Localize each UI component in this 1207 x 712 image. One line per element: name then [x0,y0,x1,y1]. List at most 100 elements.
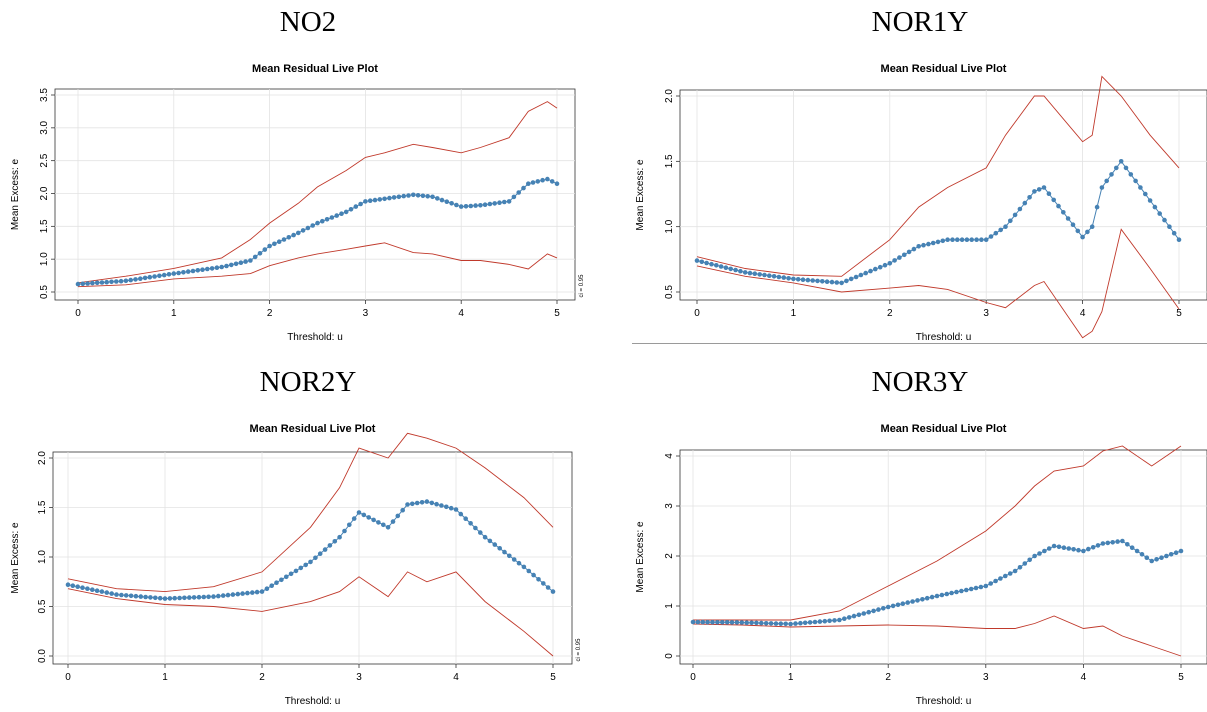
mean-excess-point [320,218,325,224]
x-tick-label: 1 [171,308,177,319]
plot-frame [679,449,1207,665]
mean-excess-point [142,275,148,281]
mean-excess-point [1076,547,1081,553]
mean-excess-point [229,262,234,268]
mean-excess-point [739,620,745,625]
mean-excess-point [410,501,415,507]
chart-nor3y: Mean Residual Live Plot 0 1 2 3 4 5 0 1 2 3 4 Thresh… [635,423,1207,707]
mean-excess-point [1042,548,1047,554]
mean-excess-point [463,204,469,209]
mean-excess-point [439,197,445,203]
y-tick-label: 1.0 [39,252,50,266]
mean-excess-point [75,281,81,287]
mean-excess-point [926,241,931,247]
mean-excess-point [176,270,181,276]
x-tick-label: 4 [458,308,464,319]
mean-excess-point [342,528,347,534]
mean-excess-point [887,261,893,266]
mean-excess-point [211,594,216,599]
mean-excess-point [863,270,868,276]
mean-excess-point [94,588,100,593]
mean-excess-point [334,213,340,218]
mean-excess-point [882,262,888,268]
mean-excess-point [315,220,320,226]
panel-heading-nor3y: NOR3Y [871,366,969,398]
mean-excess-point [983,583,989,589]
mean-excess-point [401,193,407,199]
mean-excess-point [742,270,748,275]
mean-excess-point [837,617,842,623]
mean-excess-point [293,568,299,574]
chart-title: Mean Residual Live Plot [250,423,376,435]
mean-excess-point [225,592,231,598]
mean-excess-point [1070,222,1076,227]
mean-excess-point [391,195,397,200]
mean-excess-point [1099,185,1105,190]
mean-excess-point [353,204,359,209]
mean-excess-point [75,584,80,589]
mean-excess-point [550,589,556,594]
mean-excess-point [152,274,157,279]
mean-excess-point [161,272,167,278]
mean-excess-point [771,274,777,279]
mean-excess-point [1105,540,1111,546]
mean-excess-point [935,239,941,245]
mean-excess-point [768,621,774,626]
mean-excess-point [177,595,182,601]
mean-excess-point [252,254,258,260]
mean-excess-point [699,259,705,265]
mean-excess-point [829,279,835,285]
x-tick-label: 3 [983,672,989,683]
mean-excess-point [1178,548,1184,554]
mean-excess-point [434,501,439,507]
mean-excess-point [114,279,119,284]
mean-excess-point [700,619,706,625]
mean-excess-point [998,576,1003,581]
mean-excess-point [153,595,158,601]
mean-excess-point [1051,197,1056,203]
mean-excess-point [749,620,754,626]
mean-excess-point [473,525,478,531]
y-tick-label: 0.5 [37,599,48,613]
mean-excess-point [549,179,555,184]
mean-excess-point [1046,191,1052,196]
mean-excess-point [506,199,512,204]
mean-excess-point [269,583,275,588]
mean-excess-point [99,589,105,594]
mean-excess-point [1157,211,1162,216]
mean-excess-point [382,196,387,202]
mean-excess-point [810,278,815,283]
x-axis-label: Threshold: u [916,696,972,707]
mean-excess-point [791,276,796,282]
mean-excess-point [979,237,984,242]
y-tick-label: 0.0 [37,649,48,663]
mean-excess-point [815,278,820,284]
mean-excess-point [929,594,935,600]
mean-excess-point [439,503,444,508]
mean-excess-point [839,280,844,286]
mean-excess-point [858,272,864,278]
mean-excess-point [540,177,545,183]
mean-excess-point [1036,187,1042,192]
mean-excess-point [1046,546,1052,551]
mean-excess-point [272,241,277,247]
mean-excess-point [754,620,759,626]
mean-excess-point [224,263,229,269]
chart-title: Mean Residual Live Plot [252,63,378,75]
mean-excess-point [303,562,309,568]
chart-title: Mean Residual Live Plot [881,63,1007,75]
mean-excess-point [705,619,710,625]
mean-excess-point [80,585,85,590]
mean-excess-point [104,590,110,595]
mean-excess-point [109,591,114,596]
mean-excess-point [1085,229,1090,235]
mean-excess-point [1139,552,1145,557]
mean-excess-point [291,232,296,238]
mean-excess-point [387,195,392,201]
mean-excess-point [876,607,881,612]
mean-excess-point [448,505,454,511]
mean-excess-point [526,568,532,574]
mean-excess-point [171,271,177,276]
mean-excess-point [157,595,163,601]
x-tick-label: 4 [1080,308,1086,319]
